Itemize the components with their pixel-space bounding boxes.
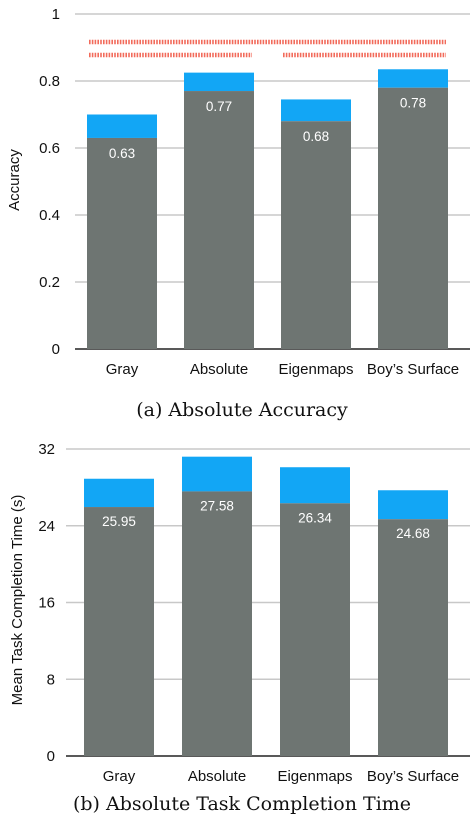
completion-time-error-bar (280, 467, 350, 504)
completion-time-bar (378, 519, 448, 756)
accuracy-bar (378, 87, 448, 349)
completion-time-value-label: 25.95 (102, 514, 136, 529)
accuracy-chart: 0.63 0.77 0.68 0.78 0 0.2 0.4 0.6 0.8 1 Gray Abso… (6, 6, 470, 421)
accuracy-value-label: 0.68 (303, 129, 329, 144)
accuracy-caption: (a) Absolute Accuracy (136, 399, 348, 421)
accuracy-value-label: 0.77 (206, 99, 232, 114)
completion-time-value-label: 24.68 (396, 526, 430, 541)
accuracy-y-axis-label: Accuracy (6, 149, 23, 211)
completion-time-y-tick-label: 16 (38, 595, 55, 612)
completion-time-bar (280, 503, 350, 756)
completion-time-y-tick-label: 32 (38, 441, 55, 458)
accuracy-y-tick-label: 1 (52, 6, 60, 23)
completion-time-error-bar (182, 456, 252, 492)
accuracy-y-tick-label: 0.4 (39, 207, 60, 224)
accuracy-bar (184, 91, 254, 350)
accuracy-bar (281, 121, 351, 349)
accuracy-error-bar (184, 72, 254, 92)
completion-time-category-label: Boy’s Surface (367, 768, 459, 785)
completion-time-bar (182, 491, 252, 756)
accuracy-category-label: Eigenmaps (278, 361, 353, 378)
completion-time-category-label: Absolute (188, 768, 246, 785)
completion-time-y-tick-label: 8 (47, 671, 55, 688)
accuracy-y-tick-label: 0 (52, 341, 60, 358)
accuracy-value-label: 0.78 (400, 96, 426, 111)
completion-time-y-axis-label: Mean Task Completion Time (s) (9, 495, 26, 706)
accuracy-value-label: 0.63 (109, 146, 135, 161)
accuracy-bar (87, 137, 157, 349)
completion-time-y-tick-label: 0 (47, 748, 55, 765)
accuracy-y-tick-label: 0.8 (39, 73, 60, 90)
completion-time-value-label: 26.34 (298, 510, 332, 525)
completion-time-chart: 25.95 27.58 26.34 24.68 0 8 16 24 32 Gray Absolu… (9, 441, 470, 815)
completion-time-error-bar (84, 478, 154, 508)
accuracy-error-bar (281, 99, 351, 122)
accuracy-category-label: Gray (106, 361, 139, 378)
completion-time-category-label: Eigenmaps (277, 768, 352, 785)
accuracy-category-label: Absolute (190, 361, 248, 378)
accuracy-error-bar (378, 69, 448, 88)
accuracy-y-tick-label: 0.2 (39, 274, 60, 291)
completion-time-y-tick-label: 24 (38, 518, 55, 535)
completion-time-bar (84, 507, 154, 756)
completion-time-error-bar (378, 490, 448, 520)
accuracy-error-bar (87, 114, 157, 138)
accuracy-y-tick-label: 0.6 (39, 140, 60, 157)
completion-time-category-label: Gray (103, 768, 136, 785)
completion-time-caption: (b) Absolute Task Completion Time (73, 793, 411, 815)
completion-time-value-label: 27.58 (200, 498, 234, 513)
accuracy-category-label: Boy’s Surface (367, 361, 459, 378)
